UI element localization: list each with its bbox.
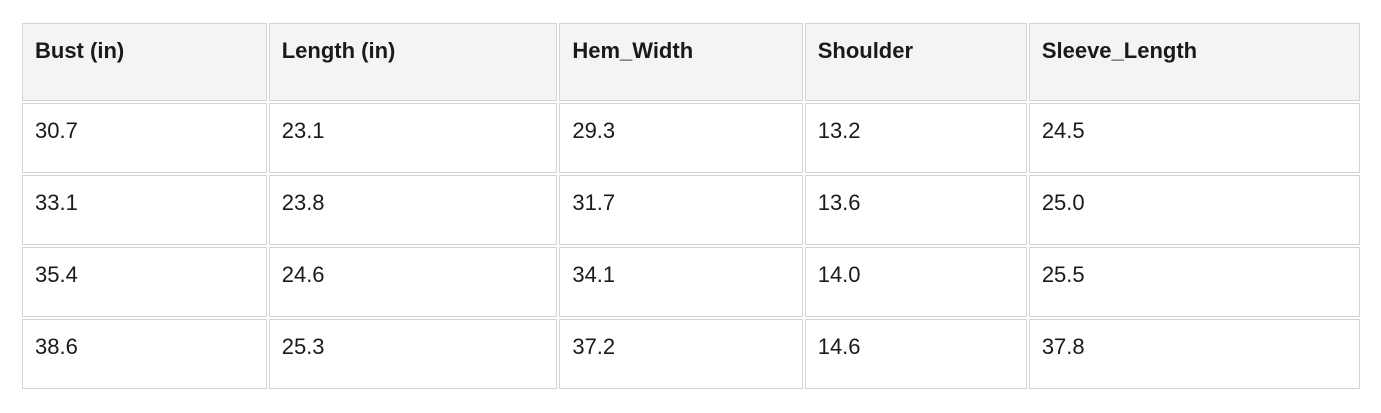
table-cell: 30.7 xyxy=(22,103,267,173)
table-cell: 35.4 xyxy=(22,247,267,317)
table-cell: 25.0 xyxy=(1028,175,1360,245)
table-cell: 13.2 xyxy=(804,103,1027,173)
table-cell: 25.5 xyxy=(1028,247,1360,317)
table-cell: 34.1 xyxy=(559,247,803,317)
table-cell: 23.8 xyxy=(268,175,558,245)
table-row: 33.1 23.8 31.7 13.6 25.0 xyxy=(22,175,1360,245)
table-cell: 31.7 xyxy=(559,175,803,245)
table-cell: 38.6 xyxy=(22,319,267,389)
table-row: 38.6 25.3 37.2 14.6 37.8 xyxy=(22,319,1360,389)
table-cell: 24.5 xyxy=(1028,103,1360,173)
table-cell: 23.1 xyxy=(268,103,558,173)
table-cell: 33.1 xyxy=(22,175,267,245)
table-cell: 37.2 xyxy=(559,319,803,389)
header-row: Bust (in) Length (in) Hem_Width Shoulder… xyxy=(22,23,1360,101)
size-chart-table: Bust (in) Length (in) Hem_Width Shoulder… xyxy=(20,21,1362,391)
table-row: 35.4 24.6 34.1 14.0 25.5 xyxy=(22,247,1360,317)
table-cell: 14.6 xyxy=(804,319,1027,389)
column-header-bust: Bust (in) xyxy=(22,23,267,101)
table-cell: 25.3 xyxy=(268,319,558,389)
column-header-shoulder: Shoulder xyxy=(804,23,1027,101)
table-cell: 24.6 xyxy=(268,247,558,317)
table-cell: 13.6 xyxy=(804,175,1027,245)
column-header-sleeve-length: Sleeve_Length xyxy=(1028,23,1360,101)
table-row: 30.7 23.1 29.3 13.2 24.5 xyxy=(22,103,1360,173)
table-cell: 14.0 xyxy=(804,247,1027,317)
table-cell: 37.8 xyxy=(1028,319,1360,389)
column-header-length: Length (in) xyxy=(268,23,558,101)
column-header-hem-width: Hem_Width xyxy=(559,23,803,101)
table-cell: 29.3 xyxy=(559,103,803,173)
